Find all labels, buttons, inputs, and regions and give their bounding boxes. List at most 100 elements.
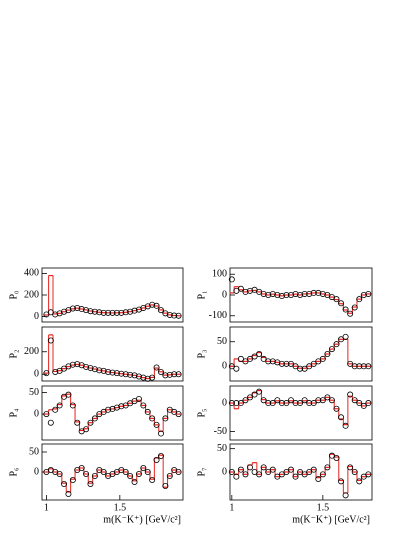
data-point [319,471,326,478]
data-point [297,400,304,407]
data-point [310,360,317,367]
data-point [91,366,98,373]
data-point [297,468,304,475]
data-point [96,367,103,374]
data-point [127,371,134,378]
data-point [269,290,276,297]
y-tick-label: 100 [212,269,227,280]
data-point [237,355,244,362]
y-tick-label: 0 [222,397,227,408]
data-point [52,406,59,413]
data-point [135,395,142,402]
data-point [83,307,90,314]
data-point [360,363,367,370]
data-point [233,400,240,407]
data-point [319,397,326,404]
data-point [260,355,267,362]
data-point [175,371,182,378]
data-point [122,468,129,475]
data-point [347,360,354,367]
data-point [153,302,160,309]
data-point [118,370,125,377]
data-point [105,309,112,316]
data-point [283,468,290,475]
data-point [242,288,249,295]
data-point [265,468,272,475]
data-point [131,372,138,379]
data-point [342,306,349,313]
data-point [274,291,281,298]
data-point [333,405,340,412]
data-point [175,411,182,418]
data-point [140,464,147,471]
data-point [122,371,129,378]
data-point [166,311,173,318]
data-point [78,306,85,313]
y-tick-label: -100 [209,310,227,321]
panel-frame [41,385,184,441]
data-point [306,363,313,370]
data-point [122,309,129,316]
data-point [237,285,244,292]
data-point [333,341,340,348]
data-point [283,400,290,407]
data-point [113,370,120,377]
data-point [118,403,125,410]
data-point [65,490,72,497]
y-axis-label: P₄ [8,408,19,418]
x-tick-label: 1.5 [114,502,127,513]
data-point [69,361,76,368]
data-point [153,456,160,463]
data-point [297,365,304,372]
data-point [91,415,98,422]
data-point [365,471,372,478]
data-point [324,350,331,357]
data-point [228,400,235,407]
data-point [91,308,98,315]
data-point [278,360,285,367]
data-point [328,397,335,404]
data-point [360,402,367,409]
data-point [83,470,90,477]
data-point [269,466,276,473]
data-point [260,397,267,404]
data-point [338,414,345,421]
data-point [144,408,151,415]
data-point [105,368,112,375]
data-point [140,402,147,409]
data-point [278,400,285,407]
data-point [65,391,72,398]
data-point [278,293,285,300]
data-point [109,309,116,316]
data-point [274,473,281,480]
data-point [74,419,81,426]
data-point [333,454,340,461]
data-point [356,296,363,303]
data-point [256,471,263,478]
data-point [162,482,169,489]
data-point [100,367,107,374]
data-point [56,402,63,409]
data-point [135,373,142,380]
data-point [351,397,358,404]
data-point [260,290,267,297]
data-point [87,419,94,426]
data-point [342,492,349,499]
data-point [283,360,290,367]
data-point [247,355,254,362]
data-point [47,419,54,426]
y-tick-label: 400 [24,268,39,279]
x-axis-label: m(K⁻K⁺) [GeV/c²] [103,514,181,525]
data-point [74,361,81,368]
data-point [328,346,335,353]
data-point [338,478,345,485]
data-point [96,309,103,316]
data-point [365,363,372,370]
data-point [333,296,340,303]
data-point [109,405,116,412]
data-point [356,478,363,485]
data-point [306,400,313,407]
data-point [149,415,156,422]
y-tick-label: 0 [222,289,227,300]
data-point [242,358,249,365]
